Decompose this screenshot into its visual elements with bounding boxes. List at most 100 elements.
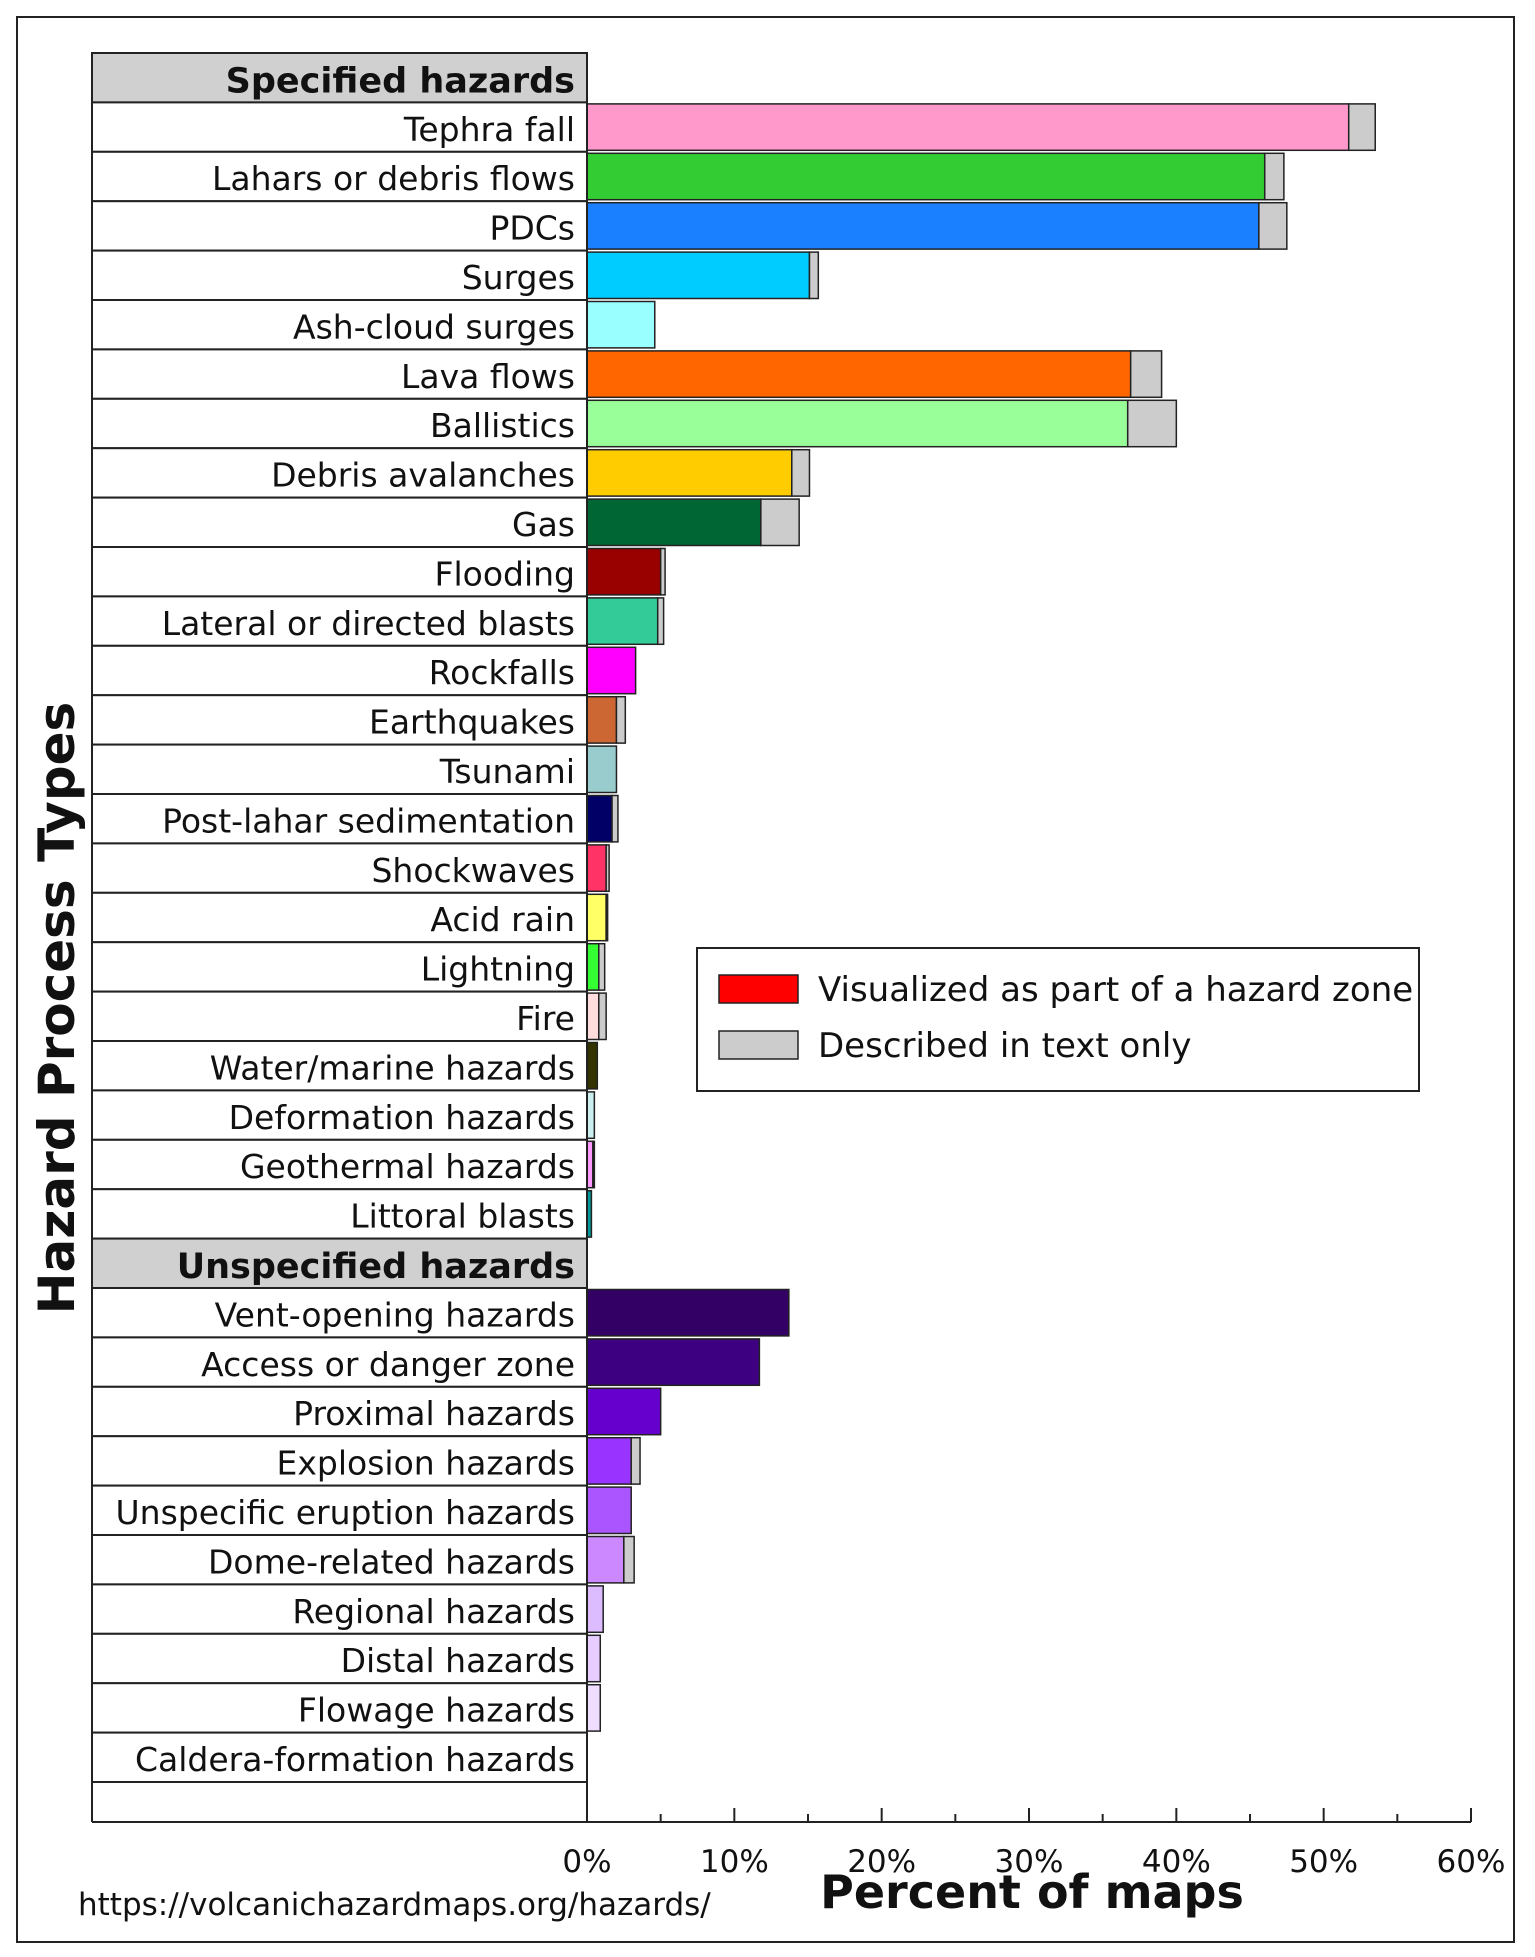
category-cell <box>91 1731 588 1783</box>
category-rows: Specified hazards Tephra fall Lahars or de… <box>91 52 588 1822</box>
category-label: Access or danger zone <box>201 1345 575 1384</box>
category-cell <box>91 1040 588 1092</box>
bar-visualized <box>586 1486 632 1535</box>
bar-visualized <box>586 1041 599 1090</box>
category-cell <box>91 990 588 1042</box>
category-cell <box>91 1534 588 1586</box>
bars <box>586 103 1376 1732</box>
bar-visualized <box>586 1535 625 1584</box>
category-label: Rockfalls <box>429 653 575 692</box>
source-url: https://volcanichazardmaps.org/hazards/ <box>78 1887 711 1923</box>
category-label: Lightning <box>421 950 575 989</box>
bar-visualized <box>586 1634 602 1683</box>
bar-visualized <box>586 1585 604 1634</box>
category-label: Unspecific eruption hazards <box>116 1493 576 1532</box>
bar-visualized <box>586 646 637 695</box>
x-tick-label: 40% <box>1142 1844 1211 1880</box>
bar-visualized <box>586 1436 632 1485</box>
bar-visualized <box>586 844 607 893</box>
category-label: Acid rain <box>430 900 575 939</box>
category-label: Dome-related hazards <box>208 1542 575 1581</box>
bar-text-only <box>611 794 619 843</box>
bar-visualized <box>586 152 1266 201</box>
legend-label: Described in text only <box>818 1026 1191 1066</box>
group-header-cell <box>91 52 588 104</box>
bar-text-only <box>760 498 800 547</box>
bar-text-only <box>623 1535 635 1584</box>
category-label: Post-lahar sedimentation <box>162 801 575 840</box>
category-cell <box>91 1138 588 1191</box>
legend-box <box>696 947 1420 1092</box>
category-cell <box>91 1385 588 1438</box>
category-label: Caldera-formation hazards <box>135 1740 575 1779</box>
category-label: Gas <box>512 505 575 544</box>
bar-visualized <box>586 1288 790 1337</box>
bar-text-only <box>592 1140 596 1189</box>
category-label: Flooding <box>434 554 575 593</box>
legend: Visualized as part of a hazard zone Descr… <box>696 947 1420 1092</box>
bar-text-only <box>1263 152 1285 201</box>
category-label: Proximal hazards <box>293 1394 575 1433</box>
bar-text-only <box>808 251 820 300</box>
bar-visualized <box>586 350 1132 399</box>
bar-visualized <box>586 992 600 1041</box>
group-header: Unspecified hazards <box>177 1247 575 1287</box>
bar-text-only <box>598 942 606 991</box>
category-label: Water/marine hazards <box>210 1048 575 1087</box>
bar-visualized <box>586 893 607 942</box>
category-label: PDCs <box>489 209 575 248</box>
legend-swatch <box>718 1030 799 1060</box>
bar-text-only <box>630 1436 641 1485</box>
bar-visualized <box>586 1338 761 1387</box>
category-label: Lava flows <box>401 357 575 396</box>
bar-visualized <box>586 547 662 596</box>
category-label: Littoral blasts <box>350 1197 575 1236</box>
category-cell <box>91 546 588 598</box>
category-cell <box>91 1435 588 1487</box>
category-cell <box>91 1336 588 1388</box>
bar-visualized <box>586 745 618 794</box>
bar-visualized <box>586 794 613 843</box>
category-label: Vent-opening hazards <box>215 1295 575 1334</box>
bar-visualized <box>586 103 1350 152</box>
bar-text-only <box>1258 201 1288 250</box>
legend-label: Visualized as part of a hazard zone <box>818 970 1413 1010</box>
x-axis: 0% 10% 20% 30% 40% 50% 60% <box>92 53 1505 1880</box>
bar-visualized <box>586 498 762 547</box>
bar-visualized <box>586 201 1260 250</box>
bar-text-only <box>605 893 609 942</box>
group-header: Specified hazards <box>226 61 575 101</box>
category-label: Debris avalanches <box>271 456 575 495</box>
bar-text-only <box>598 992 607 1041</box>
category-label: Lateral or directed blasts <box>162 604 575 643</box>
bar-visualized <box>586 695 618 744</box>
category-label: Fire <box>516 999 575 1038</box>
category-cell <box>91 1089 588 1141</box>
category-label: Tephra fall <box>403 110 575 149</box>
bar-text-only <box>791 448 811 497</box>
category-label: Explosion hazards <box>277 1444 575 1483</box>
category-cell <box>91 447 588 499</box>
bar-text-only <box>1129 350 1163 399</box>
category-cell <box>91 891 588 944</box>
bar-visualized <box>586 399 1129 448</box>
category-label: Earthquakes <box>369 703 575 742</box>
x-tick-label: 30% <box>995 1844 1064 1880</box>
category-label: Flowage hazards <box>298 1691 575 1730</box>
category-label: Shockwaves <box>371 851 575 890</box>
category-label: Regional hazards <box>292 1592 575 1631</box>
x-tick-label: 20% <box>847 1844 916 1880</box>
category-label: Lahars or debris flows <box>212 159 575 198</box>
category-label: Ballistics <box>430 406 575 445</box>
bar-visualized <box>586 448 793 497</box>
bar-text-only <box>605 844 610 893</box>
category-label: Deformation hazards <box>229 1098 575 1137</box>
bar-visualized <box>586 1091 596 1140</box>
category-cell <box>91 644 588 697</box>
bar-text-only <box>1347 103 1376 152</box>
legend-swatch <box>718 974 799 1004</box>
x-tick-label: 10% <box>700 1844 769 1880</box>
category-label: Distal hazards <box>341 1641 575 1680</box>
bar-visualized <box>586 1683 602 1732</box>
